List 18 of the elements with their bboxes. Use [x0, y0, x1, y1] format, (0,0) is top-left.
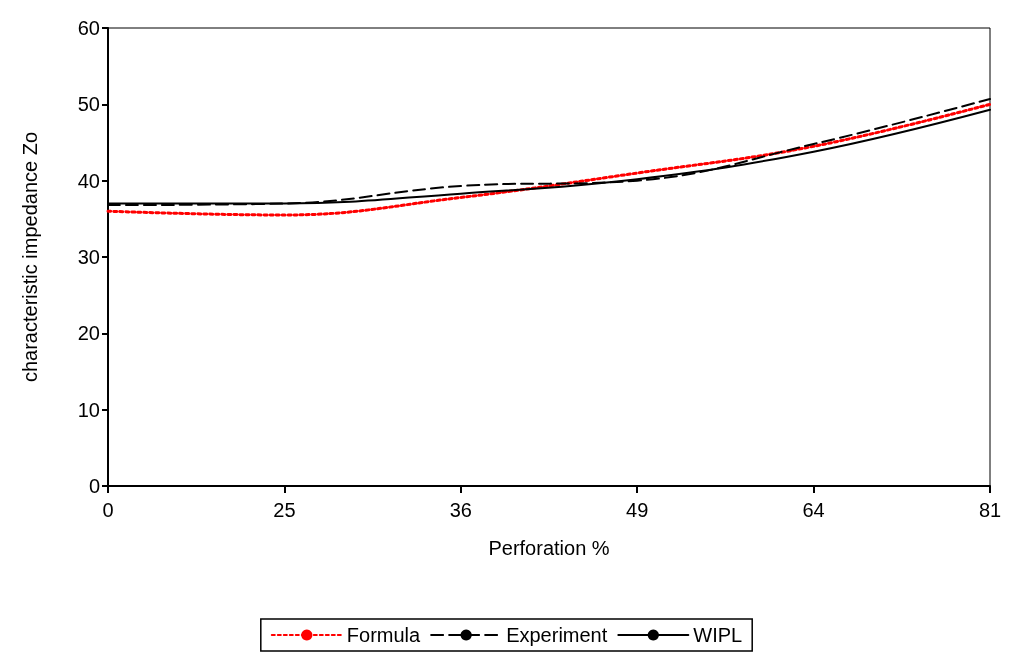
x-tick-label: 64	[802, 499, 825, 521]
legend-label: Formula	[346, 624, 422, 646]
x-tick-label: 25	[273, 499, 296, 521]
x-tick-label: 81	[978, 499, 1002, 521]
x-axis-title: Perforation %	[488, 537, 610, 559]
y-tick-label: 40	[77, 169, 100, 192]
x-tick-label: 49	[626, 499, 649, 521]
y-tick-label: 30	[77, 246, 100, 268]
x-tick-label: 36	[449, 499, 472, 521]
y-tick-label: 60	[77, 17, 100, 39]
legend-label: Experiment	[506, 624, 608, 646]
y-axis-title: characteristic impedance Zo	[19, 131, 41, 383]
y-tick-label: 50	[77, 93, 100, 116]
y-tick-label: 0	[88, 475, 100, 497]
x-tick-label: 0	[102, 499, 114, 521]
y-tick-label: 10	[77, 398, 100, 421]
y-tick-label: 20	[77, 322, 100, 345]
legend-label: WIPL	[693, 624, 743, 646]
